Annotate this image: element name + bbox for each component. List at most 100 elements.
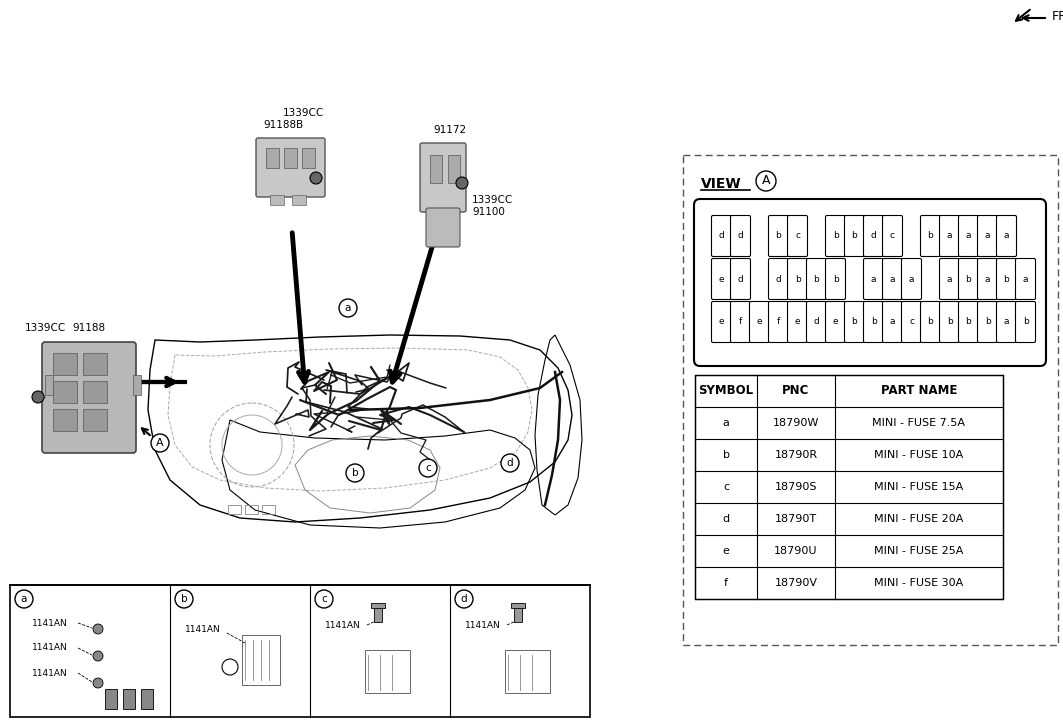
Text: b: b bbox=[813, 275, 820, 284]
FancyBboxPatch shape bbox=[978, 215, 997, 257]
Text: a: a bbox=[984, 231, 991, 241]
FancyBboxPatch shape bbox=[959, 259, 979, 300]
FancyBboxPatch shape bbox=[1015, 302, 1035, 342]
Text: a: a bbox=[947, 231, 952, 241]
Bar bbox=[371, 603, 385, 608]
Text: 1141AN: 1141AN bbox=[32, 619, 68, 627]
Text: b: b bbox=[723, 450, 729, 460]
Text: b: b bbox=[851, 231, 858, 241]
FancyBboxPatch shape bbox=[426, 208, 460, 247]
Text: A: A bbox=[762, 174, 771, 188]
Text: c: c bbox=[425, 463, 431, 473]
Text: 1339CC: 1339CC bbox=[283, 108, 323, 118]
Text: 18790U: 18790U bbox=[774, 546, 817, 556]
Bar bbox=[374, 607, 382, 622]
Text: FR.: FR. bbox=[1052, 10, 1063, 23]
Text: b: b bbox=[965, 318, 972, 326]
Text: b: b bbox=[928, 318, 933, 326]
Text: d: d bbox=[738, 231, 743, 241]
Text: e: e bbox=[795, 318, 800, 326]
Bar bbox=[83, 353, 107, 375]
Text: b: b bbox=[1023, 318, 1028, 326]
FancyBboxPatch shape bbox=[826, 215, 845, 257]
FancyBboxPatch shape bbox=[901, 259, 922, 300]
Text: b: b bbox=[776, 231, 781, 241]
FancyBboxPatch shape bbox=[996, 259, 1016, 300]
FancyBboxPatch shape bbox=[807, 259, 827, 300]
FancyBboxPatch shape bbox=[749, 302, 770, 342]
Text: b: b bbox=[947, 318, 952, 326]
Text: a: a bbox=[344, 303, 351, 313]
FancyBboxPatch shape bbox=[826, 259, 845, 300]
Bar bbox=[292, 195, 306, 205]
FancyBboxPatch shape bbox=[420, 143, 466, 212]
Text: 1339CC: 1339CC bbox=[26, 323, 66, 333]
Text: b: b bbox=[795, 275, 800, 284]
Text: d: d bbox=[813, 318, 820, 326]
Text: MINI - FUSE 25A: MINI - FUSE 25A bbox=[874, 546, 964, 556]
Text: c: c bbox=[795, 231, 800, 241]
Text: a: a bbox=[909, 275, 914, 284]
Text: b: b bbox=[928, 231, 933, 241]
Text: b: b bbox=[832, 275, 839, 284]
Text: 1141AN: 1141AN bbox=[325, 621, 360, 630]
FancyBboxPatch shape bbox=[730, 302, 750, 342]
Text: a: a bbox=[1023, 275, 1028, 284]
Text: a: a bbox=[947, 275, 952, 284]
FancyBboxPatch shape bbox=[844, 302, 864, 342]
Bar bbox=[261, 505, 275, 514]
Bar bbox=[511, 603, 525, 608]
Text: d: d bbox=[507, 458, 513, 468]
Text: d: d bbox=[776, 275, 781, 284]
FancyBboxPatch shape bbox=[43, 342, 136, 453]
FancyBboxPatch shape bbox=[730, 215, 750, 257]
FancyBboxPatch shape bbox=[996, 215, 1016, 257]
Text: c: c bbox=[723, 482, 729, 492]
Bar bbox=[695, 375, 1003, 599]
Text: a: a bbox=[723, 418, 729, 428]
Text: 91188: 91188 bbox=[72, 323, 105, 333]
Text: A: A bbox=[156, 438, 164, 448]
FancyBboxPatch shape bbox=[940, 215, 960, 257]
Text: b: b bbox=[851, 318, 858, 326]
Circle shape bbox=[15, 590, 33, 608]
Text: d: d bbox=[723, 514, 729, 524]
Bar bbox=[141, 689, 153, 709]
Text: a: a bbox=[1003, 318, 1009, 326]
Circle shape bbox=[92, 624, 103, 634]
Text: e: e bbox=[832, 318, 839, 326]
Text: f: f bbox=[739, 318, 742, 326]
Circle shape bbox=[455, 590, 473, 608]
FancyBboxPatch shape bbox=[882, 259, 902, 300]
Text: a: a bbox=[890, 318, 895, 326]
FancyBboxPatch shape bbox=[921, 302, 941, 342]
FancyBboxPatch shape bbox=[863, 302, 883, 342]
Bar bbox=[244, 505, 258, 514]
Circle shape bbox=[501, 454, 519, 472]
Text: 18790V: 18790V bbox=[775, 578, 817, 588]
Circle shape bbox=[419, 459, 437, 477]
Text: d: d bbox=[871, 231, 876, 241]
Bar bbox=[514, 607, 522, 622]
FancyBboxPatch shape bbox=[711, 259, 731, 300]
FancyBboxPatch shape bbox=[694, 199, 1046, 366]
Text: a: a bbox=[984, 275, 991, 284]
Text: e: e bbox=[757, 318, 762, 326]
Bar bbox=[53, 353, 77, 375]
Circle shape bbox=[315, 590, 333, 608]
Text: c: c bbox=[909, 318, 914, 326]
Text: SYMBOL: SYMBOL bbox=[698, 385, 754, 398]
Text: 18790R: 18790R bbox=[775, 450, 817, 460]
Bar bbox=[266, 148, 279, 168]
Circle shape bbox=[175, 590, 193, 608]
Circle shape bbox=[310, 172, 322, 184]
Text: 1141AN: 1141AN bbox=[32, 669, 68, 678]
Text: b: b bbox=[181, 594, 187, 604]
Text: b: b bbox=[1003, 275, 1010, 284]
Circle shape bbox=[32, 391, 44, 403]
FancyBboxPatch shape bbox=[711, 302, 731, 342]
Text: 1141AN: 1141AN bbox=[185, 625, 221, 635]
FancyBboxPatch shape bbox=[730, 259, 750, 300]
FancyBboxPatch shape bbox=[959, 302, 979, 342]
Bar bbox=[227, 505, 241, 514]
